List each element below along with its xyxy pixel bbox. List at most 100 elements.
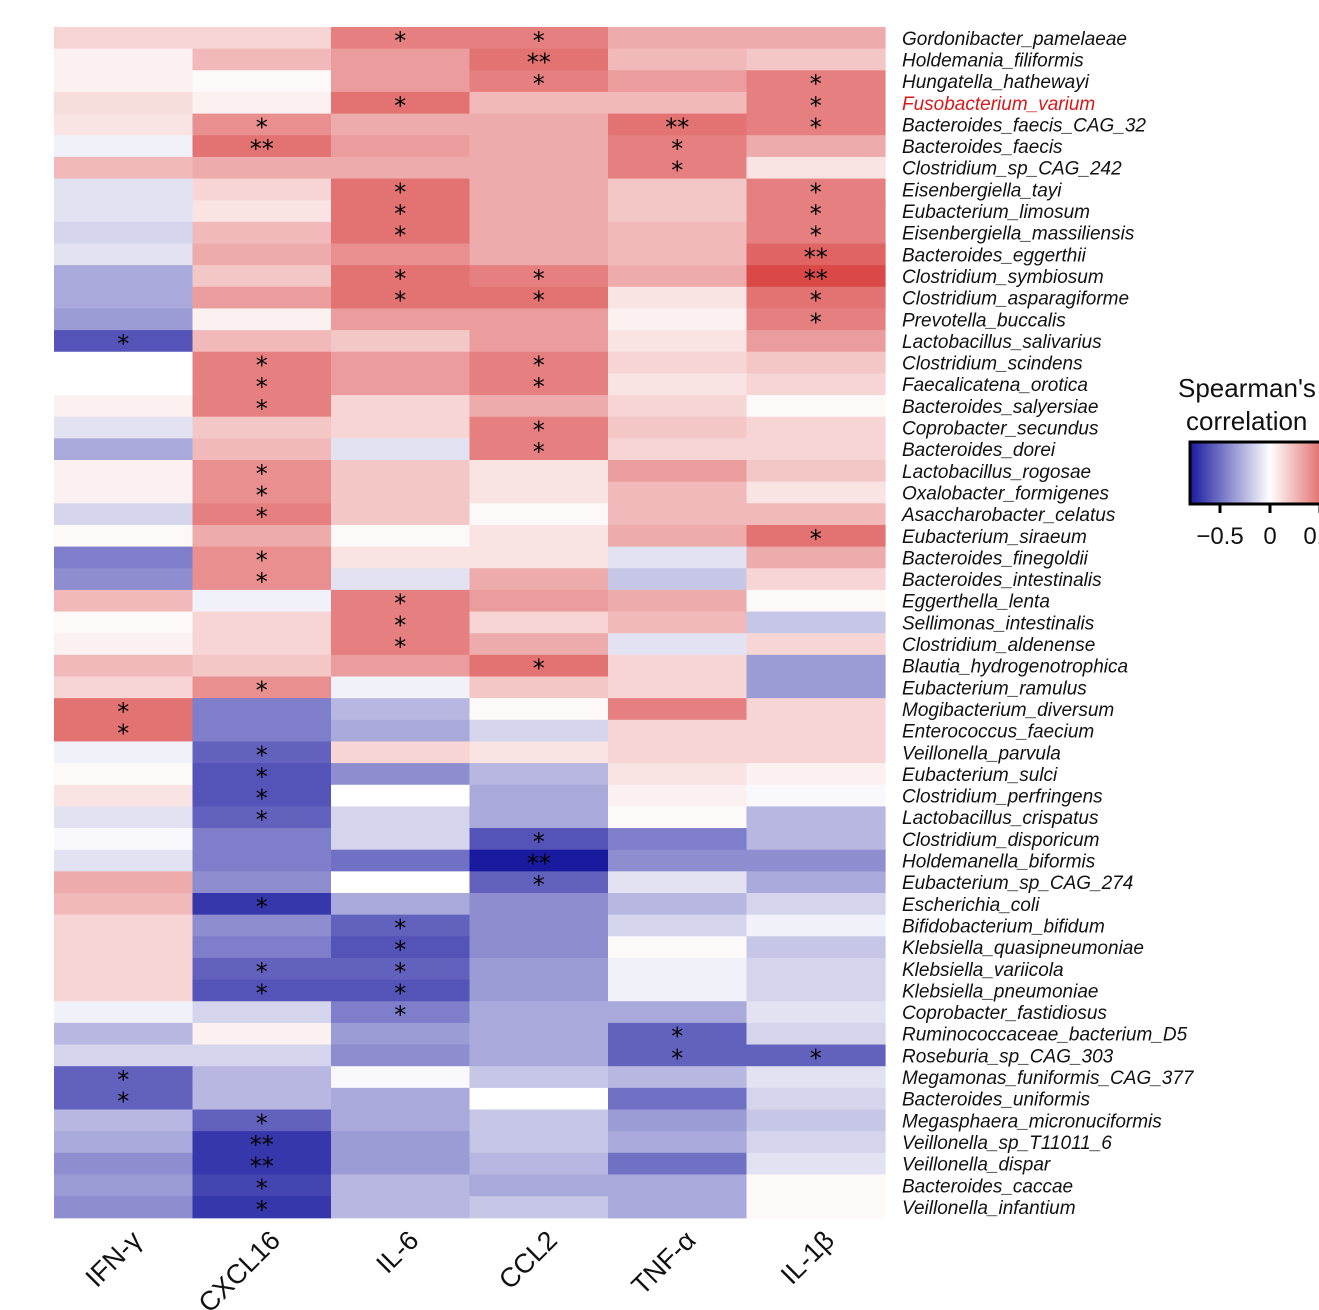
row-label: Klebsiella_quasipneumoniae <box>902 938 1144 959</box>
row-label: Faecalicatena_orotica <box>902 375 1088 396</box>
heatmap-cell <box>469 1196 609 1219</box>
heatmap-cell <box>54 308 194 331</box>
heatmap-cell <box>746 611 886 634</box>
heatmap-cell <box>746 221 886 245</box>
row-label: Lactobacillus_crispatus <box>902 808 1099 829</box>
heatmap-cell <box>746 70 886 93</box>
heatmap-cell <box>469 719 609 743</box>
row-label: Enterococcus_faecium <box>902 722 1094 743</box>
significance-star: * <box>117 720 129 748</box>
heatmap-cell <box>608 1152 748 1176</box>
row-label: Bacteroides_caccae <box>902 1176 1073 1197</box>
heatmap-cell <box>192 1131 332 1154</box>
heatmap-cell <box>746 1196 886 1219</box>
heatmap-cell <box>54 373 194 396</box>
heatmap-cell <box>54 91 194 115</box>
row-label: Veillonella_parvula <box>902 743 1061 764</box>
heatmap-cell <box>746 438 886 461</box>
heatmap-cell <box>746 849 886 872</box>
row-label: Clostridium_scindens <box>902 354 1083 375</box>
heatmap-cell <box>192 156 332 180</box>
column-label: IL-6 <box>370 1225 424 1279</box>
heatmap-cell <box>608 460 748 483</box>
significance-star: * <box>394 958 406 986</box>
column-label: TNF-α <box>626 1225 702 1301</box>
heatmap-cell <box>608 351 748 374</box>
row-label: Eisenbergiella_tayi <box>902 180 1062 201</box>
significance-star: * <box>394 200 406 228</box>
heatmap-cell <box>608 849 748 872</box>
heatmap-cell <box>331 243 471 266</box>
heatmap-cell <box>54 48 194 71</box>
heatmap-cell <box>54 1066 194 1089</box>
heatmap-cell <box>608 698 748 721</box>
significance-star: * <box>256 113 268 141</box>
heatmap-cell <box>746 871 886 894</box>
significance-star: * <box>256 676 268 704</box>
heatmap-cell <box>608 1022 748 1046</box>
heatmap-cell <box>331 524 471 548</box>
heatmap-cell <box>469 1131 609 1154</box>
heatmap-cell <box>608 1087 748 1111</box>
heatmap-cell <box>331 503 471 526</box>
heatmap-cell <box>746 200 886 223</box>
significance-star: * <box>117 698 129 726</box>
significance-star: * <box>256 785 268 813</box>
heatmap-cell <box>331 351 471 374</box>
row-label: Klebsiella_pneumoniae <box>902 981 1098 1002</box>
significance-star: * <box>810 200 822 228</box>
heatmap-cell <box>469 1066 609 1089</box>
heatmap-cell <box>54 871 194 894</box>
heatmap-cell <box>608 70 748 93</box>
row-label: Clostridium_aldenense <box>902 635 1095 656</box>
heatmap-cell <box>54 1001 194 1024</box>
heatmap-cell <box>54 719 194 743</box>
heatmap-cell <box>608 1131 748 1154</box>
heatmap-cell <box>608 1044 748 1067</box>
heatmap-cell <box>746 1152 886 1176</box>
heatmap-cell <box>54 1022 194 1046</box>
significance-star: * <box>256 1109 268 1137</box>
significance-star: * <box>394 1001 406 1029</box>
column-labels: IFN-γ CXCL16 IL-6 CCL2 TNF-α IL-1β <box>80 1225 840 1310</box>
legend-title-line1: Spearman's <box>1178 373 1316 403</box>
heatmap-cell <box>192 178 332 201</box>
heatmap-cell <box>608 546 748 569</box>
significance-star: * <box>394 936 406 964</box>
significance-star: * <box>810 70 822 98</box>
heatmap-cell <box>331 156 471 180</box>
heatmap-cell <box>192 633 332 656</box>
heatmap-cell <box>331 676 471 699</box>
heatmap-cell <box>192 524 332 548</box>
row-label: Eubacterium_ramulus <box>902 678 1087 699</box>
significance-star: * <box>256 763 268 791</box>
heatmap-cell <box>608 395 748 418</box>
heatmap-cell <box>746 1087 886 1111</box>
heatmap-cell <box>331 546 471 569</box>
heatmap-cell <box>54 27 194 50</box>
heatmap-cell <box>469 265 609 288</box>
row-label: Clostridium_asparagiforme <box>902 289 1129 310</box>
heatmap-cell <box>192 70 332 93</box>
significance-star: * <box>810 178 822 206</box>
heatmap-cell <box>746 546 886 569</box>
significance-star: * <box>256 373 268 401</box>
color-legend: Spearman's correlation −0.5 0 0.5 <box>1178 373 1319 550</box>
heatmap-cell <box>331 1066 471 1089</box>
row-label: Oxalobacter_formigenes <box>902 483 1109 504</box>
legend-ticks: −0.5 0 0.5 <box>1196 504 1319 550</box>
significance-star: * <box>256 1174 268 1202</box>
significance-star: * <box>533 27 545 55</box>
heatmap-cell <box>746 481 886 504</box>
heatmap-cell <box>331 1001 471 1024</box>
heatmap-cell <box>608 265 748 288</box>
heatmap-cell <box>608 91 748 115</box>
heatmap-cell <box>608 871 748 894</box>
heatmap-cell <box>608 113 748 136</box>
heatmap-cell <box>192 1174 332 1197</box>
significance-star: * <box>394 590 406 618</box>
column-label: CCL2 <box>493 1225 563 1295</box>
heatmap-cell <box>469 957 609 981</box>
row-labels: Gordonibacter_pamelaeaeHoldemania_filifo… <box>901 29 1195 1219</box>
heatmap-cell <box>608 914 748 937</box>
